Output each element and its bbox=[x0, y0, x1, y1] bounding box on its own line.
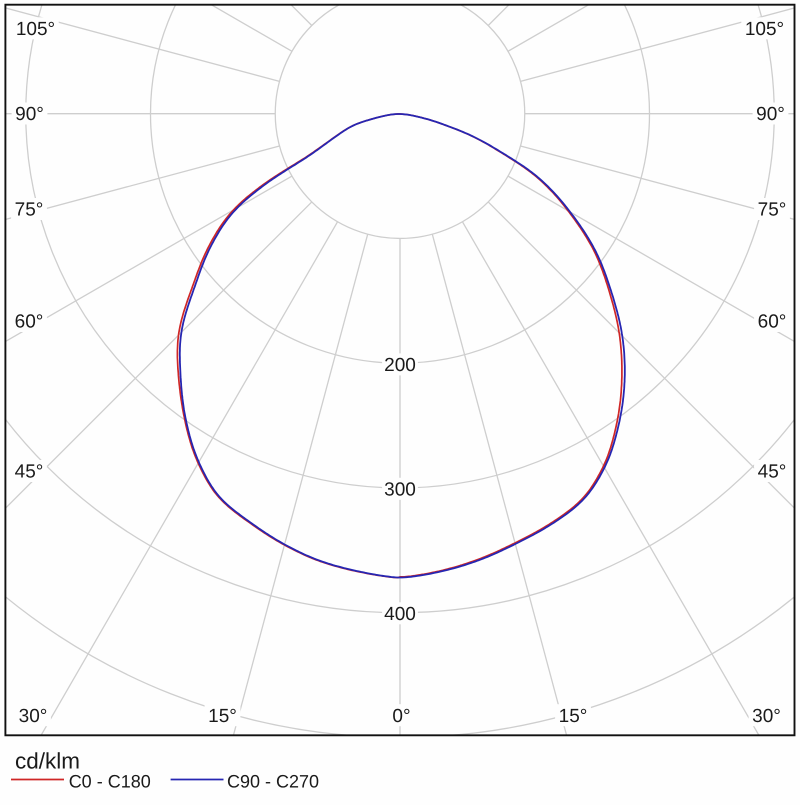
svg-text:0°: 0° bbox=[392, 706, 410, 727]
svg-text:300: 300 bbox=[384, 479, 416, 500]
svg-text:15°: 15° bbox=[208, 706, 237, 727]
svg-text:45°: 45° bbox=[758, 462, 787, 483]
svg-text:105°: 105° bbox=[745, 19, 784, 40]
svg-text:C0 - C180: C0 - C180 bbox=[69, 772, 151, 792]
svg-text:75°: 75° bbox=[15, 200, 44, 221]
svg-text:90°: 90° bbox=[756, 104, 785, 125]
svg-text:60°: 60° bbox=[15, 312, 44, 333]
svg-text:30°: 30° bbox=[19, 706, 48, 727]
svg-text:90°: 90° bbox=[15, 104, 44, 125]
svg-text:C90 - C270: C90 - C270 bbox=[227, 772, 319, 792]
svg-text:cd/klm: cd/klm bbox=[15, 749, 80, 774]
svg-text:30°: 30° bbox=[752, 706, 781, 727]
svg-text:15°: 15° bbox=[559, 706, 588, 727]
svg-text:400: 400 bbox=[384, 604, 416, 625]
svg-text:200: 200 bbox=[384, 355, 416, 376]
svg-text:105°: 105° bbox=[16, 19, 55, 40]
svg-text:75°: 75° bbox=[758, 200, 787, 221]
svg-text:60°: 60° bbox=[758, 312, 787, 333]
svg-text:45°: 45° bbox=[15, 462, 44, 483]
